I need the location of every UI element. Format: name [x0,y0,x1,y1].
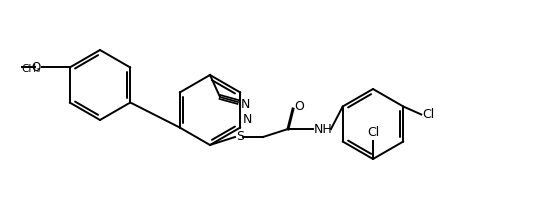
Text: O: O [32,61,41,74]
Text: O: O [294,99,304,112]
Text: Cl: Cl [367,126,379,139]
Text: S: S [236,129,244,143]
Text: N: N [242,112,252,126]
Text: NH: NH [314,123,333,136]
Text: N: N [241,97,250,111]
Text: Cl: Cl [422,108,435,121]
Text: CH₃: CH₃ [22,63,41,73]
